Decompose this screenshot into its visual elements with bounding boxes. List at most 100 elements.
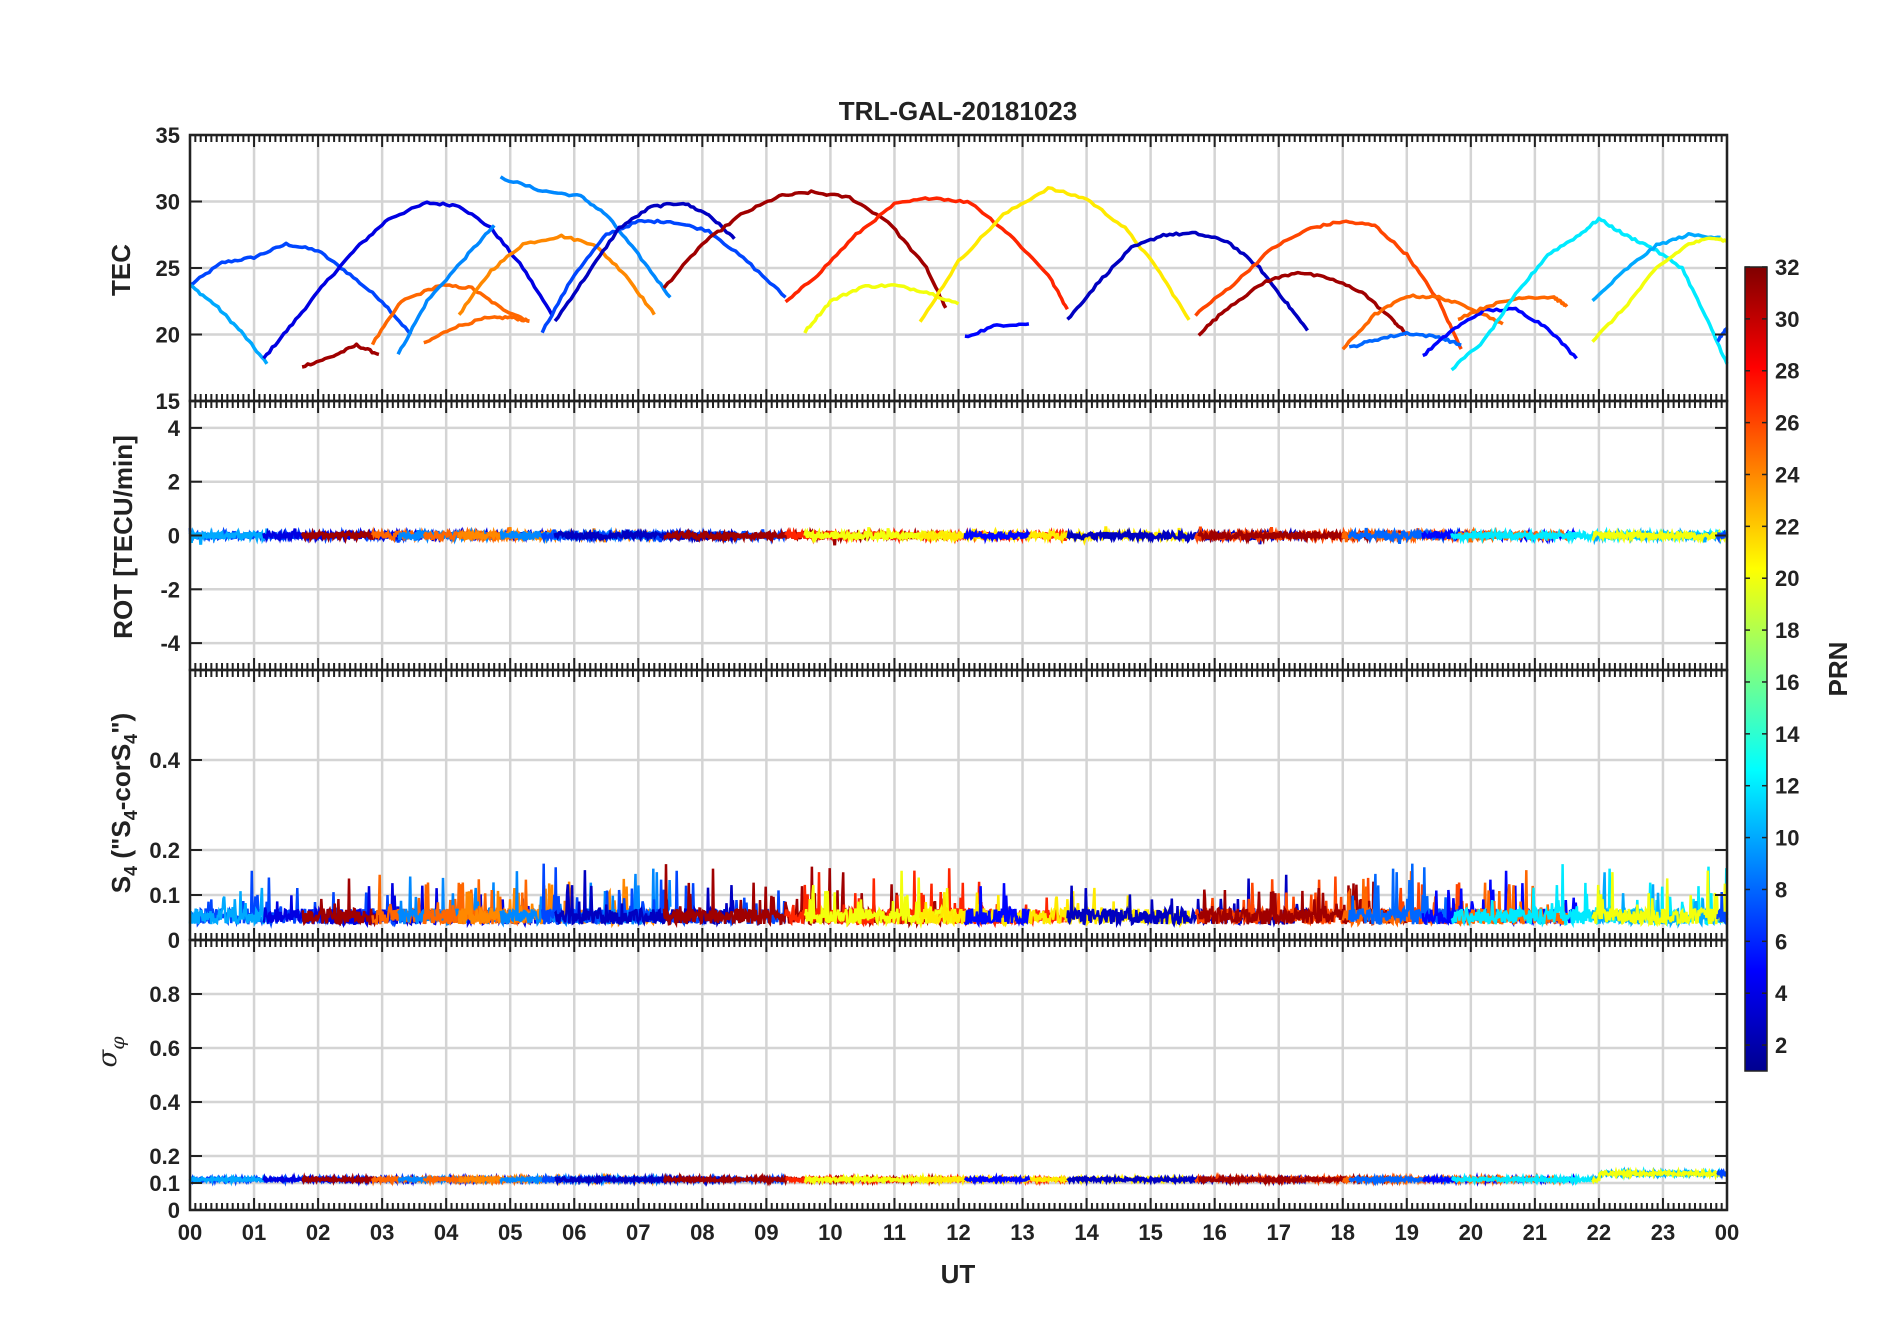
x-tick-label: 06 (562, 1220, 586, 1245)
colorbar (1744, 266, 1768, 1072)
rot-y-tick-label: 0 (168, 524, 180, 549)
colorbar-tick-label: 4 (1775, 981, 1788, 1006)
x-tick-label: 05 (498, 1220, 522, 1245)
x-tick-label: 12 (946, 1220, 970, 1245)
chart-title: TRL-GAL-20181023 (839, 96, 1077, 126)
colorbar-tick-label: 10 (1775, 826, 1799, 851)
tec-series-prn-25 (1457, 295, 1569, 322)
x-tick-label: 08 (690, 1220, 714, 1245)
sigma_phi-y-tick-label: 0.6 (149, 1036, 180, 1061)
tec-series-prn-25 (370, 283, 530, 346)
colorbar-tick-label: 2 (1775, 1033, 1787, 1058)
x-axis-label: UT (941, 1259, 976, 1289)
colorbar-tick-label: 24 (1775, 462, 1800, 487)
rot-y-tick-label: 2 (168, 470, 180, 495)
x-tick-label: 21 (1523, 1220, 1547, 1245)
sigma_phi-y-tick-label: 0.2 (149, 1144, 180, 1169)
rot-y-tick-label: -4 (160, 631, 180, 656)
tec-series-prn-9 (396, 224, 496, 355)
data-layer (188, 175, 1729, 1187)
rot-series-prn-31 (300, 527, 381, 545)
tec-series-prn-7 (189, 241, 413, 336)
colorbar-tick-label: 6 (1775, 929, 1787, 954)
tick-layer: 1520253035-4-202400.10.20.400.10.20.40.6… (149, 123, 1739, 1245)
tec-series-prn-5 (964, 322, 1030, 339)
x-tick-label: 15 (1138, 1220, 1162, 1245)
rot-series-prn-20 (803, 527, 960, 544)
rot-y-tick-label: 4 (168, 416, 181, 441)
tec-series-prn-20 (803, 283, 960, 334)
tec-series-prn-31 (1197, 270, 1408, 337)
x-tick-label: 00 (1715, 1220, 1739, 1245)
tec-series-prn-26 (1194, 219, 1463, 350)
tec-series-prn-31 (301, 342, 380, 369)
colorbar-tick-label: 32 (1775, 255, 1799, 280)
x-tick-label: 20 (1459, 1220, 1483, 1245)
tec-series-prn-3 (553, 201, 736, 323)
tec-y-tick-label: 35 (156, 123, 180, 148)
x-tick-label: 13 (1010, 1220, 1034, 1245)
x-tick-label: 09 (754, 1220, 778, 1245)
tec-series-prn-9 (499, 175, 672, 299)
tec-y-tick-label: 30 (156, 190, 180, 215)
tec-axis-label: TEC (106, 244, 136, 296)
colorbar-tick-label: 28 (1775, 359, 1799, 384)
rot-axis-label: ROT [TECU/min] (108, 435, 138, 639)
axes-frame-layer (188, 133, 1729, 1212)
x-tick-label: 16 (1202, 1220, 1226, 1245)
s4-series-prn-5 (963, 883, 1031, 928)
tec-series-prn-10 (189, 283, 269, 365)
tec-series-prn-27 (784, 196, 1069, 311)
tec-series-prn-4 (262, 200, 554, 360)
s4-series-prn-31 (301, 878, 381, 928)
tec-series-prn-24 (457, 233, 656, 316)
colorbar-label: PRN (1823, 642, 1853, 697)
tec-series-prn-31 (662, 189, 948, 309)
sigma-phi-axis-label: σφ (93, 1036, 129, 1068)
colorbar-tick-label: 18 (1775, 618, 1799, 643)
x-tick-label: 11 (883, 1220, 906, 1245)
colorbar-tick-label: 22 (1775, 514, 1799, 539)
x-tick-label: 01 (242, 1220, 266, 1245)
tec-series-prn-8 (1348, 330, 1462, 349)
x-tick-label: 00 (178, 1220, 202, 1245)
colorbar-tick-label: 26 (1775, 411, 1799, 436)
s4-y-tick-label: 0.4 (149, 748, 180, 773)
s4-series-prn-10 (188, 887, 269, 927)
s4-y-tick-label: 0.2 (149, 838, 180, 863)
x-tick-label: 07 (626, 1220, 650, 1245)
rot-y-tick-label: -2 (160, 577, 180, 602)
tec-series-prn-25 (423, 315, 530, 345)
sigma_phi-series-prn-10 (188, 1173, 269, 1187)
s4-y-tick-label: 0.1 (149, 883, 180, 908)
grid-layer (188, 133, 1729, 1212)
s4-y-tick-label: 0 (168, 928, 180, 953)
sigma_phi-series-prn-20 (1591, 1166, 1729, 1185)
colorbar-tick-label: 30 (1775, 307, 1799, 332)
colorbar-tick-label: 14 (1775, 722, 1800, 747)
sigma_phi-y-tick-label: 0.4 (149, 1090, 180, 1115)
tec-y-tick-label: 15 (156, 389, 180, 414)
sigma_phi-series-prn-5 (963, 1172, 1031, 1186)
x-tick-label: 18 (1331, 1220, 1355, 1245)
x-tick-label: 23 (1651, 1220, 1675, 1245)
tec-series-prn-10 (1591, 231, 1721, 302)
x-tick-label: 03 (370, 1220, 394, 1245)
x-tick-label: 04 (434, 1220, 459, 1245)
s4-series-prn-7 (1716, 891, 1729, 927)
sigma_phi-y-tick-label: 0.8 (149, 982, 180, 1007)
x-tick-label: 22 (1587, 1220, 1611, 1245)
x-tick-label: 10 (818, 1220, 842, 1245)
sigma_phi-y-tick-label: 0.1 (149, 1171, 180, 1196)
colorbar-tick-label: 16 (1775, 670, 1799, 695)
sigma_phi-series-prn-7 (1716, 1167, 1728, 1180)
tec-y-tick-label: 20 (156, 323, 180, 348)
colorbar-tick-label: 8 (1775, 877, 1787, 902)
colorbar-tick-label: 20 (1775, 566, 1799, 591)
colorbar-tick-label: 12 (1775, 774, 1799, 799)
tec-series-prn-12 (1450, 216, 1729, 372)
x-tick-label: 14 (1074, 1220, 1099, 1245)
x-tick-label: 02 (306, 1220, 330, 1245)
